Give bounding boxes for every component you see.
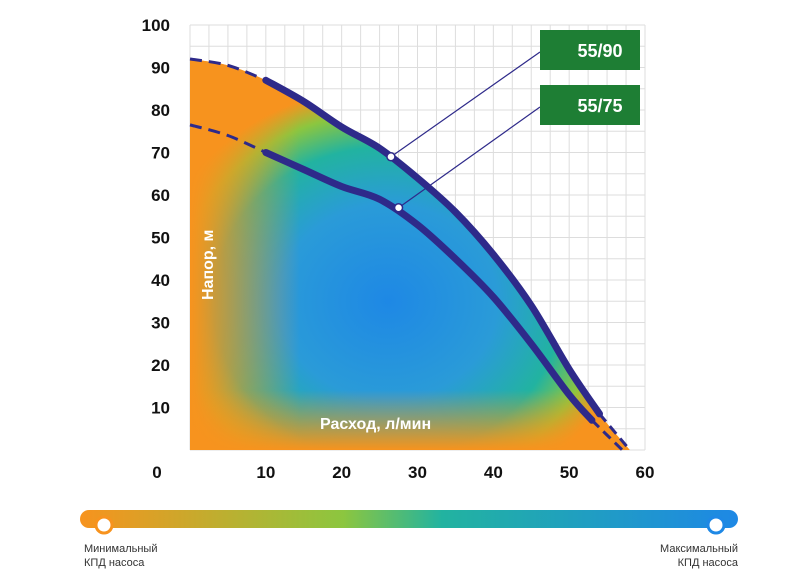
curve-55-75 bbox=[262, 149, 596, 424]
y-tick-label: 20 bbox=[151, 356, 170, 375]
x-tick-label: 40 bbox=[484, 463, 503, 482]
y-tick-label: 80 bbox=[151, 101, 170, 120]
efficiency-scale-bar bbox=[80, 510, 738, 528]
badge-leader-line bbox=[398, 106, 541, 209]
series-badge bbox=[540, 85, 640, 125]
series-marker bbox=[393, 203, 404, 213]
y-tick-label: 60 bbox=[151, 186, 170, 205]
x-tick-label: 30 bbox=[408, 463, 427, 482]
curve-dashed-start bbox=[189, 123, 267, 154]
max-efficiency-label-line2: КПД насоса bbox=[677, 557, 738, 569]
series-badge bbox=[540, 30, 640, 70]
max-efficiency-marker bbox=[706, 515, 726, 535]
badge-leader-line bbox=[390, 51, 541, 158]
y-tick-label: 40 bbox=[151, 271, 170, 290]
max-efficiency-label-line1: Максимальный bbox=[660, 543, 738, 555]
x-tick-label: 10 bbox=[256, 463, 275, 482]
x-tick-label: 0 bbox=[152, 463, 161, 482]
series-badge-label: 55/90 bbox=[577, 41, 622, 61]
y-axis-label: Напор, м bbox=[200, 230, 217, 300]
y-tick-label: 50 bbox=[151, 229, 170, 248]
x-tick-label: 60 bbox=[636, 463, 655, 482]
min-efficiency-label-line1: Минимальный bbox=[84, 543, 158, 555]
y-tick-label: 70 bbox=[151, 144, 170, 163]
series-marker bbox=[386, 152, 396, 162]
series-badges: 55/90 55/75 bbox=[386, 30, 640, 213]
curve-dashed-end bbox=[598, 412, 631, 451]
min-efficiency-marker bbox=[94, 515, 114, 535]
curves bbox=[189, 57, 631, 452]
x-axis-label: Расход, л/мин bbox=[320, 416, 431, 433]
y-tick-label: 90 bbox=[151, 59, 170, 78]
curve-dashed-end bbox=[590, 419, 624, 452]
min-efficiency-legend: Минимальный КПД насоса bbox=[84, 542, 157, 570]
max-efficiency-legend: Максимальный КПД насоса bbox=[660, 542, 738, 570]
efficiency-bottom-edge bbox=[190, 390, 630, 450]
y-tick-label: 100 bbox=[142, 16, 170, 35]
x-tick-label: 20 bbox=[332, 463, 351, 482]
y-tick-label: 10 bbox=[151, 399, 170, 418]
ticks: 0 10 20 30 40 50 60 10 20 30 40 50 60 70 80 90 100 bbox=[142, 16, 655, 482]
y-tick-label: 30 bbox=[151, 314, 170, 333]
min-efficiency-label-line2: КПД насоса bbox=[84, 557, 145, 569]
efficiency-left-edge bbox=[190, 59, 300, 450]
curve-55-90 bbox=[262, 76, 603, 418]
x-tick-label: 50 bbox=[560, 463, 579, 482]
series-badge-label: 55/75 bbox=[577, 96, 622, 116]
curve-dashed-start bbox=[189, 57, 267, 82]
